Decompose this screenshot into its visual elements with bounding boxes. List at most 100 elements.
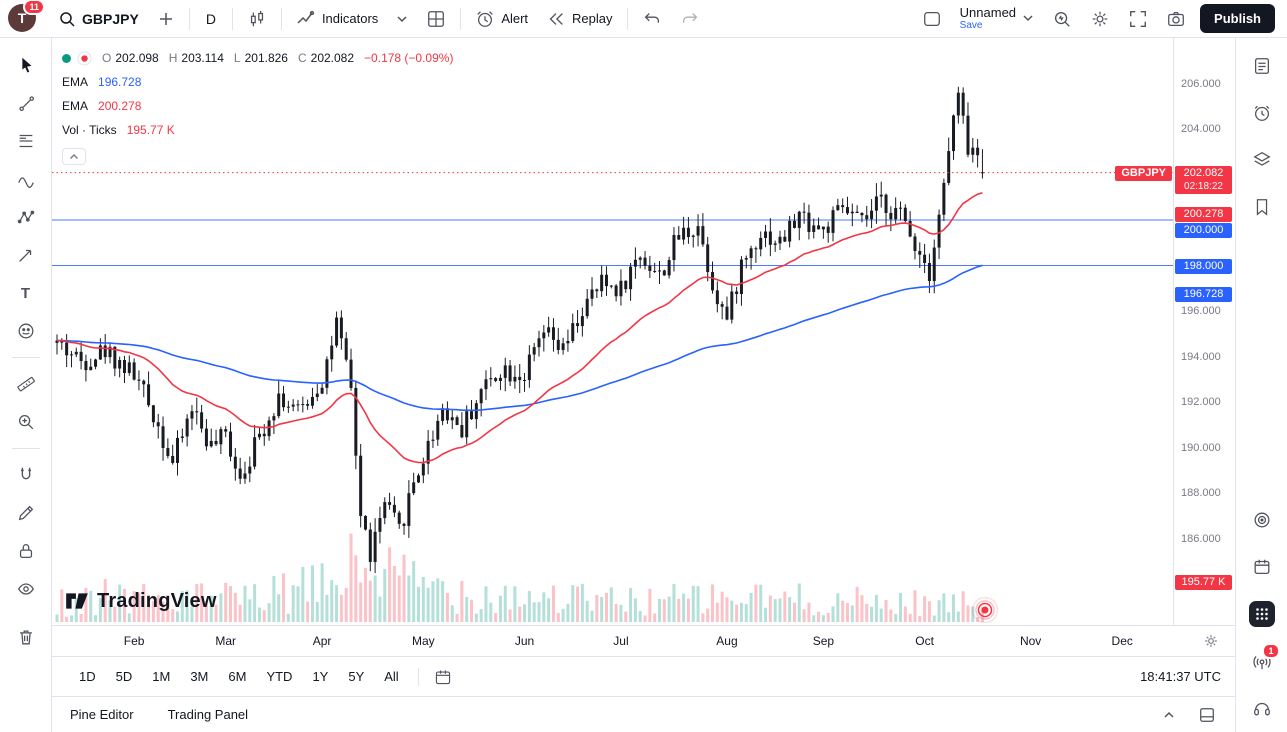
redo-button[interactable] bbox=[672, 4, 708, 34]
month-label: Jul bbox=[613, 634, 629, 648]
volume-bar bbox=[84, 587, 88, 622]
range-button-3m[interactable]: 3M bbox=[190, 669, 209, 684]
go-to-date-button[interactable] bbox=[429, 663, 457, 691]
volume-bar bbox=[715, 602, 719, 622]
candle-body bbox=[195, 411, 199, 413]
hotlists-button[interactable] bbox=[1246, 506, 1278, 534]
streams-button[interactable]: 1 bbox=[1246, 643, 1280, 675]
indicators-button[interactable]: Indicators bbox=[288, 4, 386, 34]
range-button-1d[interactable]: 1D bbox=[79, 669, 96, 684]
legend-ema-red-row[interactable]: EMA 200.278 bbox=[62, 94, 453, 118]
lock-tool-button[interactable] bbox=[9, 536, 43, 566]
quick-search-button[interactable] bbox=[1044, 4, 1080, 34]
volume-bar bbox=[286, 613, 290, 622]
legend-collapse-button[interactable] bbox=[62, 148, 86, 165]
magnet-tool-button[interactable] bbox=[9, 460, 43, 490]
range-button-all[interactable]: All bbox=[384, 669, 399, 684]
trend-line-tool-button[interactable] bbox=[9, 88, 43, 118]
volume-bar bbox=[421, 577, 425, 622]
symbol-search-button[interactable]: GBPJPY bbox=[50, 5, 147, 33]
volume-bar bbox=[349, 533, 353, 622]
alerts-button[interactable] bbox=[1246, 99, 1278, 127]
emoji-tool-button[interactable] bbox=[9, 316, 43, 346]
tab-pine-editor[interactable]: Pine Editor bbox=[70, 707, 134, 722]
cursor-tool-button[interactable] bbox=[9, 50, 43, 80]
replay-button[interactable]: Replay bbox=[538, 4, 620, 34]
legend-ohlc-row[interactable]: O 202.098 H 203.114 L 201.826 C 202.082 −0.1… bbox=[62, 46, 453, 70]
volume-bar bbox=[841, 600, 845, 622]
candle-body bbox=[262, 433, 266, 437]
interval-button[interactable]: D bbox=[205, 10, 216, 27]
legend-volume-row[interactable]: Vol · Ticks 195.77 K bbox=[62, 118, 453, 142]
candle-body bbox=[147, 384, 151, 406]
range-button-1y[interactable]: 1Y bbox=[312, 669, 329, 684]
volume-bar bbox=[185, 590, 189, 622]
calendar-button[interactable] bbox=[1246, 553, 1278, 581]
range-button-6m[interactable]: 6M bbox=[228, 669, 247, 684]
utc-clock[interactable]: 18:41:37 UTC bbox=[1140, 669, 1221, 684]
text-tool-button[interactable]: T bbox=[9, 278, 43, 308]
compare-add-button[interactable] bbox=[149, 5, 183, 33]
range-button-5y[interactable]: 5Y bbox=[348, 669, 365, 684]
legend-ema-blue-row[interactable]: EMA 196.728 bbox=[62, 70, 453, 94]
range-button-5d[interactable]: 5D bbox=[115, 669, 133, 684]
time-axis[interactable]: Feb Mar Apr May Jun Jul Aug Sep Oct Nov Dec bbox=[52, 625, 1235, 656]
price-chart[interactable] bbox=[52, 38, 1173, 625]
range-button-1m[interactable]: 1M bbox=[152, 669, 171, 684]
volume-bar bbox=[927, 601, 931, 622]
ema-red-label: 200.278 bbox=[1175, 206, 1232, 222]
measure-tool-button[interactable] bbox=[9, 369, 43, 399]
toolbar-divider bbox=[626, 7, 628, 30]
xabcd-pattern-tool-button[interactable] bbox=[9, 202, 43, 232]
volume-bar bbox=[768, 595, 772, 622]
alert-button[interactable]: Alert bbox=[467, 4, 536, 34]
candle-body bbox=[802, 211, 806, 213]
price-tick: 196.000 bbox=[1181, 305, 1221, 317]
volume-bar bbox=[474, 613, 478, 622]
range-button-ytd[interactable]: YTD bbox=[266, 669, 293, 684]
projection-tool-button[interactable] bbox=[9, 240, 43, 270]
candle-body bbox=[870, 210, 874, 220]
candle-body bbox=[349, 359, 353, 388]
cursor-icon bbox=[21, 57, 31, 73]
chart-type-button[interactable] bbox=[239, 4, 275, 34]
watchlist-button[interactable] bbox=[1246, 52, 1278, 80]
fullscreen-button[interactable] bbox=[1120, 4, 1156, 34]
pitchfork-tool-button[interactable] bbox=[9, 164, 43, 194]
data-window-button[interactable] bbox=[1246, 146, 1278, 174]
trading-apps-button[interactable] bbox=[1246, 600, 1278, 628]
layout-select-button[interactable] bbox=[914, 4, 950, 34]
layout-name-button[interactable]: Unnamed Save bbox=[952, 1, 1042, 36]
settings-button[interactable] bbox=[1082, 4, 1118, 34]
fib-retracement-tool-button[interactable] bbox=[9, 126, 43, 156]
expand-panel-button[interactable] bbox=[1193, 701, 1221, 729]
zoom-tool-button[interactable] bbox=[9, 407, 43, 437]
volume-bar bbox=[373, 575, 377, 622]
watermark-text: TradingView bbox=[97, 589, 217, 612]
help-button[interactable] bbox=[1246, 694, 1278, 722]
user-avatar[interactable]: T 11 bbox=[8, 0, 45, 34]
candle-body bbox=[421, 463, 425, 476]
undo-button[interactable] bbox=[634, 4, 670, 34]
volume-bar bbox=[542, 592, 546, 622]
tab-trading-panel[interactable]: Trading Panel bbox=[167, 707, 249, 722]
indicator-templates-button[interactable] bbox=[388, 8, 416, 30]
draw-tool-button[interactable] bbox=[9, 498, 43, 528]
collapse-panel-button[interactable] bbox=[1155, 701, 1183, 729]
volume-bar bbox=[310, 565, 314, 622]
candle-body bbox=[590, 289, 594, 299]
candle-body bbox=[518, 376, 522, 381]
snapshot-button[interactable] bbox=[1158, 4, 1194, 34]
axis-settings-button[interactable] bbox=[1203, 633, 1219, 652]
hide-drawings-button[interactable] bbox=[9, 574, 43, 604]
price-scale[interactable]: 206.000 204.000 196.000 194.000 192.000 190.0… bbox=[1173, 38, 1235, 625]
ideas-button[interactable] bbox=[1246, 193, 1278, 221]
candle-body bbox=[315, 393, 319, 397]
publish-button[interactable]: Publish bbox=[1200, 4, 1275, 33]
candle-body bbox=[932, 247, 936, 282]
layout-grid-button[interactable] bbox=[418, 4, 454, 34]
candle-body bbox=[214, 440, 218, 445]
remove-drawings-button[interactable] bbox=[9, 622, 43, 652]
volume-bar bbox=[947, 612, 951, 622]
streams-badge: 1 bbox=[1262, 643, 1280, 659]
